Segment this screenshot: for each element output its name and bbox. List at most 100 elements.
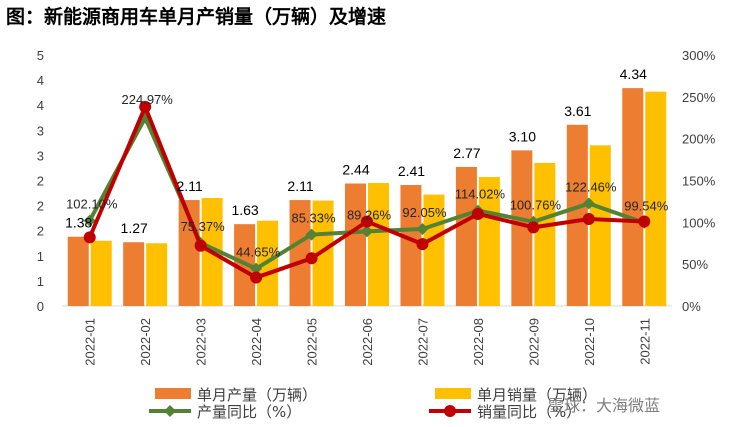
x-axis-tick: 2022-07 bbox=[415, 318, 430, 366]
production-data-label: 1.27 bbox=[121, 220, 148, 236]
production-data-label: 1.38 bbox=[65, 215, 92, 231]
x-axis-tick: 2022-08 bbox=[471, 318, 486, 366]
sales-yoy-point bbox=[471, 207, 484, 220]
x-axis-tick: 2022-03 bbox=[194, 318, 209, 366]
legend-label: 单月产量（万辆） bbox=[197, 386, 317, 404]
chart-title: 图：新能源商用车单月产销量（万辆）及增速 bbox=[6, 6, 387, 28]
production-yoy-label: 122.46% bbox=[565, 180, 617, 195]
sales-yoy-point bbox=[83, 231, 96, 244]
x-axis-tick: 2022-11 bbox=[637, 318, 652, 365]
bar-production bbox=[123, 242, 145, 306]
left-axis-tick: 1 bbox=[37, 274, 44, 289]
data-labels: 1.38 1.27 2.11 1.63 2.11 2.44 2.41 2.77 3.10 3.61… bbox=[65, 66, 669, 260]
sales-yoy-point bbox=[305, 252, 318, 265]
bar-sales bbox=[534, 162, 556, 306]
lines bbox=[83, 100, 651, 284]
bar-sales bbox=[312, 200, 334, 306]
production-yoy-label: 44.65% bbox=[236, 245, 281, 260]
x-axis-tick: 2022-01 bbox=[83, 318, 98, 366]
bar-production bbox=[455, 166, 477, 306]
sales-yoy-line bbox=[87, 104, 645, 280]
sales-yoy-point bbox=[194, 239, 207, 252]
x-axis-tick: 2022-02 bbox=[138, 318, 153, 366]
production-data-label: 2.11 bbox=[177, 178, 203, 194]
production-yoy-point bbox=[250, 262, 263, 275]
x-axis-tick: 2022-04 bbox=[249, 318, 264, 366]
production-data-label: 3.61 bbox=[564, 103, 591, 119]
production-data-label: 1.63 bbox=[231, 202, 258, 218]
production-yoy-point bbox=[305, 228, 318, 241]
axes: 011222334450%50%100%150%200%250%300%2022… bbox=[37, 48, 716, 366]
sales-yoy-point bbox=[361, 215, 373, 228]
bar-production bbox=[400, 185, 422, 306]
left-axis-tick: 1 bbox=[37, 249, 44, 264]
bars bbox=[67, 88, 667, 307]
watermark: 雪球：大海微蓝 bbox=[548, 396, 660, 415]
legend-swatch bbox=[155, 388, 191, 399]
production-data-label: 2.11 bbox=[287, 178, 313, 194]
right-axis-tick: 150% bbox=[682, 174, 716, 189]
production-data-label: 3.10 bbox=[509, 128, 536, 144]
bar-production bbox=[622, 88, 644, 306]
production-yoy-label: 75.37% bbox=[181, 219, 226, 234]
bar-sales bbox=[146, 243, 168, 306]
right-axis-tick: 100% bbox=[682, 215, 716, 230]
x-axis-tick: 2022-06 bbox=[360, 318, 375, 366]
right-axis-tick: 300% bbox=[682, 48, 716, 63]
legend: 单月产量（万辆） 单月销量（万辆） 产量同比（%） 销量同比（%） bbox=[149, 386, 597, 421]
legend-marker bbox=[444, 405, 456, 417]
left-axis-tick: 4 bbox=[37, 98, 44, 113]
left-axis-tick: 3 bbox=[37, 148, 44, 163]
left-axis-tick: 2 bbox=[37, 174, 44, 189]
sales-yoy-point bbox=[638, 215, 651, 228]
bar-production bbox=[511, 150, 533, 306]
production-data-label: 2.41 bbox=[398, 163, 425, 179]
production-yoy-label: 102.10% bbox=[66, 197, 118, 212]
bar-production bbox=[566, 124, 588, 306]
bar-sales bbox=[589, 145, 611, 306]
legend-label: 产量同比（%） bbox=[197, 403, 301, 421]
production-yoy-point bbox=[416, 222, 429, 235]
sales-yoy-point bbox=[527, 221, 540, 234]
legend-marker bbox=[164, 405, 176, 417]
production-yoy-point bbox=[83, 214, 96, 227]
production-data-label: 2.77 bbox=[453, 145, 480, 161]
sales-yoy-point bbox=[139, 100, 152, 113]
right-axis-tick: 200% bbox=[682, 132, 716, 147]
left-axis-tick: 4 bbox=[37, 73, 44, 88]
bar-production bbox=[289, 200, 311, 306]
production-yoy-label: 92.05% bbox=[402, 205, 447, 220]
bar-sales bbox=[368, 183, 389, 306]
production-yoy-label: 114.02% bbox=[455, 187, 506, 202]
bar-production bbox=[345, 183, 366, 306]
production-yoy-label: 100.76% bbox=[510, 198, 562, 213]
sales-yoy-point bbox=[416, 238, 429, 251]
bar-sales bbox=[478, 176, 500, 306]
legend-swatch bbox=[435, 388, 471, 399]
bar-sales bbox=[90, 240, 112, 306]
sales-yoy-point bbox=[582, 212, 595, 225]
x-axis-tick: 2022-10 bbox=[582, 318, 597, 366]
left-axis-tick: 3 bbox=[37, 123, 44, 138]
production-yoy-point bbox=[361, 225, 373, 238]
left-axis-tick: 0 bbox=[37, 299, 44, 314]
production-data-label: 4.34 bbox=[620, 66, 647, 82]
legend-label: 销量同比（%） bbox=[477, 403, 581, 421]
production-yoy-label: 85.33% bbox=[291, 211, 336, 226]
bar-production bbox=[67, 236, 89, 306]
right-axis-tick: 50% bbox=[682, 257, 708, 272]
production-yoy-label: 224.97% bbox=[122, 92, 174, 107]
right-axis-tick: 0% bbox=[682, 299, 701, 314]
production-yoy-point bbox=[582, 197, 595, 210]
left-axis-tick: 2 bbox=[37, 224, 44, 239]
x-axis-tick: 2022-05 bbox=[305, 318, 320, 366]
left-axis-tick: 2 bbox=[37, 199, 44, 214]
production-yoy-label: 99.54% bbox=[624, 199, 669, 214]
x-axis-tick: 2022-09 bbox=[526, 318, 541, 366]
production-data-label: 2.44 bbox=[342, 162, 369, 178]
legend-label: 单月销量（万辆） bbox=[477, 386, 597, 404]
sales-yoy-point bbox=[250, 271, 263, 284]
production-yoy-line bbox=[87, 115, 645, 271]
production-yoy-label: 89.26% bbox=[347, 207, 392, 222]
